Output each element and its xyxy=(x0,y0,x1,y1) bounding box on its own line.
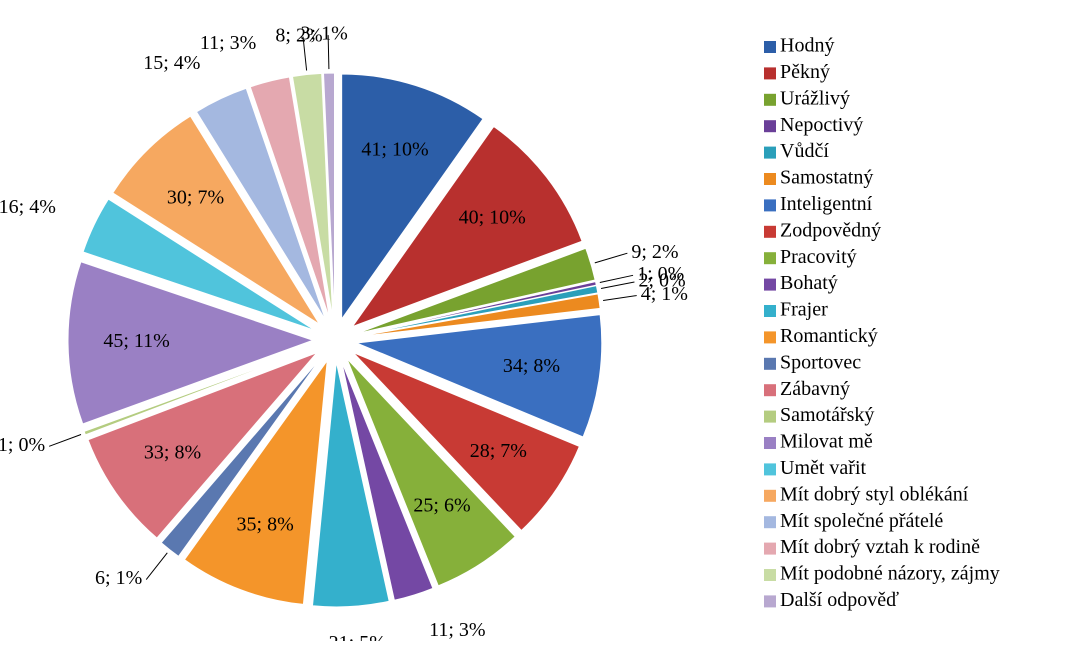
data-label: 35; 8% xyxy=(237,513,294,535)
leader-line xyxy=(603,295,637,302)
legend-swatch xyxy=(764,384,776,397)
pie-slice xyxy=(195,87,327,321)
data-label: 33; 8% xyxy=(144,441,201,463)
data-label: 34; 8% xyxy=(503,355,560,377)
data-label: 45; 11% xyxy=(103,330,169,352)
data-label: 6; 1% xyxy=(95,567,142,589)
legend-swatch xyxy=(764,463,776,476)
pie-slice xyxy=(346,358,516,587)
legend-swatch xyxy=(764,489,776,502)
legend-label: Samotářský xyxy=(780,404,874,426)
legend-label: Hodný xyxy=(780,35,834,57)
pie-slice xyxy=(67,261,315,425)
data-label: 8; 2% xyxy=(275,24,322,46)
data-label: 2; 0% xyxy=(638,270,685,292)
pie-slice xyxy=(352,352,581,532)
legend-swatch xyxy=(764,173,776,185)
legend-label: Umět vařit xyxy=(780,457,867,479)
pie-slice xyxy=(112,115,320,325)
leader-line xyxy=(594,252,628,264)
legend-label: Pracovitý xyxy=(780,246,857,268)
pie-slice xyxy=(354,314,603,438)
data-label: 11; 3% xyxy=(200,32,256,54)
leader-line xyxy=(600,281,635,289)
pie-slice xyxy=(82,198,316,331)
legend-label: Milovat mě xyxy=(780,431,873,453)
legend-label: Mít podobné názory, zájmy xyxy=(780,563,1000,585)
pie-slice xyxy=(83,347,315,436)
legend-swatch xyxy=(764,516,776,529)
legend-label: Mít dobrý styl oblékání xyxy=(780,483,969,505)
legend-label: Samostatný xyxy=(780,167,873,189)
legend-label: Urážlivý xyxy=(780,87,850,109)
legend-swatch xyxy=(764,410,776,423)
legend-label: Romantický xyxy=(780,325,878,347)
data-label: 9; 2% xyxy=(631,241,678,263)
leader-line xyxy=(145,552,168,580)
legend-label: Mít dobrý vztah k rodině xyxy=(780,536,980,558)
data-label: 11; 3% xyxy=(429,619,485,641)
data-label: 3; 1% xyxy=(301,23,348,45)
pie-slice xyxy=(311,361,390,608)
legend-swatch xyxy=(764,67,776,80)
pie-slice xyxy=(356,293,601,338)
pie-slice xyxy=(183,358,328,605)
data-label: 40; 10% xyxy=(459,207,526,229)
data-label: 30; 7% xyxy=(167,187,224,209)
legend-swatch xyxy=(764,41,776,53)
legend-swatch xyxy=(764,93,776,106)
legend-swatch xyxy=(764,437,776,449)
legend-swatch xyxy=(764,305,776,317)
legend-swatch xyxy=(764,120,776,133)
legend-label: Inteligentní xyxy=(780,193,873,215)
pie-slice xyxy=(351,125,583,328)
data-label: 1; 0% xyxy=(0,434,45,456)
legend-swatch xyxy=(764,569,776,581)
legend-swatch xyxy=(764,225,776,238)
pie-slice xyxy=(87,352,318,539)
legend-label: Mít společné přátelé xyxy=(780,510,943,532)
legend-label: Nepoctivý xyxy=(780,114,863,136)
legend-swatch xyxy=(764,595,776,608)
legend-swatch xyxy=(764,278,776,291)
leader-line xyxy=(599,274,634,284)
pie-slice xyxy=(341,73,484,321)
legend-label: Vůdčí xyxy=(780,140,829,162)
pie-slice xyxy=(249,76,331,319)
legend-swatch xyxy=(764,357,776,370)
legend-label: Sportovec xyxy=(780,351,861,373)
data-label: 4; 1% xyxy=(641,283,688,305)
leader-line xyxy=(302,36,308,71)
pie-slice xyxy=(356,285,599,337)
legend-swatch xyxy=(764,199,776,212)
legend-swatch xyxy=(764,146,776,159)
data-label: 1; 0% xyxy=(637,263,684,285)
data-label: 41; 10% xyxy=(361,138,428,160)
legend-label: Frajer xyxy=(780,299,828,321)
legend-label: Zodpovědný xyxy=(780,219,881,241)
pie-slice xyxy=(355,247,596,335)
legend-label: Další odpověď xyxy=(780,589,899,611)
data-label: 25; 6% xyxy=(413,495,470,517)
legend-swatch xyxy=(764,542,776,555)
data-label: 15; 4% xyxy=(143,52,200,74)
legend-swatch xyxy=(764,252,776,265)
legend-label: Pěkný xyxy=(780,61,830,83)
leader-line xyxy=(48,434,82,447)
leader-line xyxy=(327,35,330,70)
legend-swatch xyxy=(764,331,776,344)
pie-slice xyxy=(322,72,336,319)
data-label: 21; 5% xyxy=(329,632,386,641)
pie-slice xyxy=(341,360,434,601)
pie-slice xyxy=(291,72,334,319)
legend-label: Zábavný xyxy=(780,378,850,400)
pie-slice xyxy=(160,356,322,558)
legend-label: Bohatý xyxy=(780,272,838,294)
data-label: 28; 7% xyxy=(470,440,527,462)
data-label: 16; 4% xyxy=(0,196,56,218)
